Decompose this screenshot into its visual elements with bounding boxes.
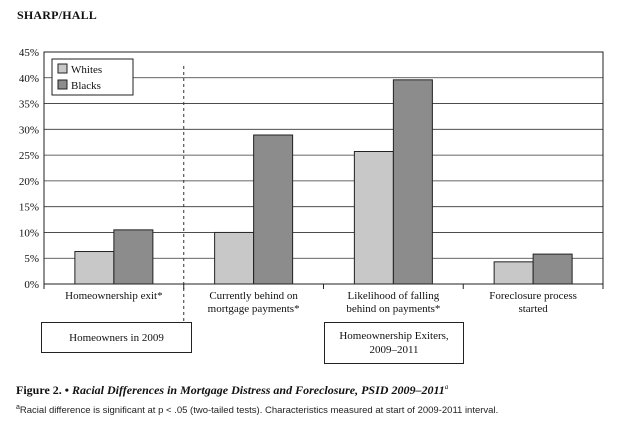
running-header: SHARP/HALL — [17, 8, 98, 22]
bar-whites — [353, 151, 394, 285]
bar-chart: 0% 5% 10% 15% 20% 25% 30% 35% 40% 45% Homeownersh… — [19, 47, 604, 350]
bar-blacks — [532, 253, 573, 285]
group-label-homeowners: Homeowners in 2009 — [41, 322, 192, 353]
legend-swatch-blacks — [57, 79, 68, 90]
note-sup: a — [16, 404, 20, 411]
bar-whites — [74, 251, 115, 285]
x-category-label: Currently behind on — [209, 290, 298, 302]
bar-blacks — [113, 229, 154, 285]
group-label-exiters-line1: Homeownership Exiters, — [339, 330, 449, 342]
x-category-label: Homeownership exit* — [65, 290, 162, 302]
caption-bullet: • — [64, 383, 69, 397]
bar-blacks — [392, 79, 433, 285]
figure-note: aRacial difference is significant at p <… — [16, 404, 498, 416]
group-label-homeowners-text: Homeowners in 2009 — [69, 331, 164, 344]
y-tick-label: 15% — [19, 202, 39, 214]
y-tick-label: 10% — [19, 227, 39, 239]
figure-title: Racial Differences in Mortgage Distress … — [71, 383, 445, 397]
y-tick-label: 0% — [24, 279, 39, 291]
y-tick-label: 25% — [19, 150, 39, 162]
bars — [74, 79, 573, 285]
y-tick-label: 45% — [19, 47, 39, 59]
legend: Whites Blacks — [51, 58, 134, 96]
y-tick-label: 5% — [24, 253, 39, 265]
legend-label-blacks: Blacks — [71, 80, 101, 92]
x-category-label: started — [518, 303, 548, 315]
y-tick-label: 30% — [19, 124, 39, 136]
figure-title-sup: a — [444, 383, 449, 391]
y-tick-label: 40% — [19, 73, 39, 85]
note-text: Racial difference is significant at p < … — [19, 405, 499, 417]
y-axis-tick-labels: 0% 5% 10% 15% 20% 25% 30% 35% 40% 45% — [19, 47, 39, 291]
x-category-label: Likelihood of falling — [348, 290, 440, 302]
bar-whites — [493, 261, 534, 285]
legend-swatch-whites — [57, 63, 68, 74]
legend-label-whites: Whites — [71, 64, 102, 76]
x-category-label: Foreclosure process — [489, 290, 577, 302]
group-label-exiters-line2: 2009–2011 — [369, 344, 419, 356]
y-tick-label: 20% — [19, 176, 39, 188]
bar-whites — [214, 231, 255, 285]
bar-blacks — [253, 134, 294, 285]
y-tick-label: 35% — [19, 99, 39, 111]
x-category-label: behind on payments* — [346, 303, 440, 315]
figure-caption: Figure 2. • Racial Differences in Mortga… — [16, 383, 448, 398]
x-category-label: mortgage payments* — [208, 303, 300, 315]
figure-label: Figure 2. — [16, 383, 62, 397]
x-axis-ticks — [43, 284, 604, 289]
group-label-exiters: Homeownership Exiters, 2009–2011 — [324, 322, 464, 364]
x-axis-category-labels: Homeownership exit* Currently behind onmo… — [65, 290, 577, 315]
